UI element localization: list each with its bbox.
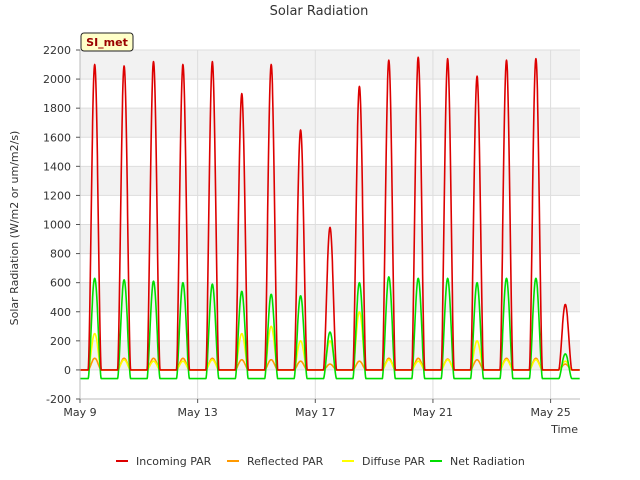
x-tick-label: May 17 [295, 406, 335, 419]
legend-label-diffuse-par: Diffuse PAR [362, 455, 426, 468]
y-axis-label: Solar Radiation (W/m2 or um/m2/s) [8, 131, 21, 326]
legend: Incoming PAR Reflected PAR Diffuse PAR Net … [116, 455, 525, 468]
series-line-net-radiation [79, 276, 581, 380]
annotation-label: SI_met [86, 36, 128, 49]
y-tick-label: 2000 [43, 73, 71, 86]
annotation-box [80, 32, 134, 52]
y-tick-label: 600 [50, 277, 71, 290]
plot-band [80, 282, 580, 312]
y-tick-label: 1400 [43, 160, 71, 173]
y-tick-label: 1600 [43, 131, 71, 144]
station-annotation: SI_met [80, 32, 134, 52]
legend-label-reflected-par: Reflected PAR [247, 455, 324, 468]
y-tick-label: 1000 [43, 219, 71, 232]
legend-label-incoming-par: Incoming PAR [136, 455, 212, 468]
plot-band [80, 340, 580, 370]
y-tick-label: 1200 [43, 189, 71, 202]
y-tick-label: -200 [46, 393, 71, 406]
x-tick-label: May 9 [63, 406, 96, 419]
series-line-incoming-par [79, 56, 581, 371]
x-tick-label: May 13 [178, 406, 218, 419]
x-axis-label: Time [550, 423, 578, 436]
x-tick-label: May 21 [413, 406, 453, 419]
series-layer [79, 56, 581, 380]
plot-band [80, 108, 580, 138]
y-tick-label: 1800 [43, 102, 71, 115]
y-tick-label: 200 [50, 335, 71, 348]
chart-title: Solar Radiation [270, 4, 369, 19]
x-tick-labels: May 9 May 13 May 17 May 21 May 25 [63, 399, 571, 419]
y-tick-labels: -200 0 200 400 600 800 1000 1200 1400 1600 1800 200… [43, 44, 80, 406]
y-tick-label: 2200 [43, 44, 71, 57]
legend-label-net-radiation: Net Radiation [450, 455, 525, 468]
y-tick-label: 800 [50, 248, 71, 261]
y-tick-label: 0 [64, 364, 71, 377]
plot-band [80, 50, 580, 80]
plot-band [80, 166, 580, 196]
x-tick-label: May 25 [530, 406, 570, 419]
y-tick-label: 400 [50, 306, 71, 319]
